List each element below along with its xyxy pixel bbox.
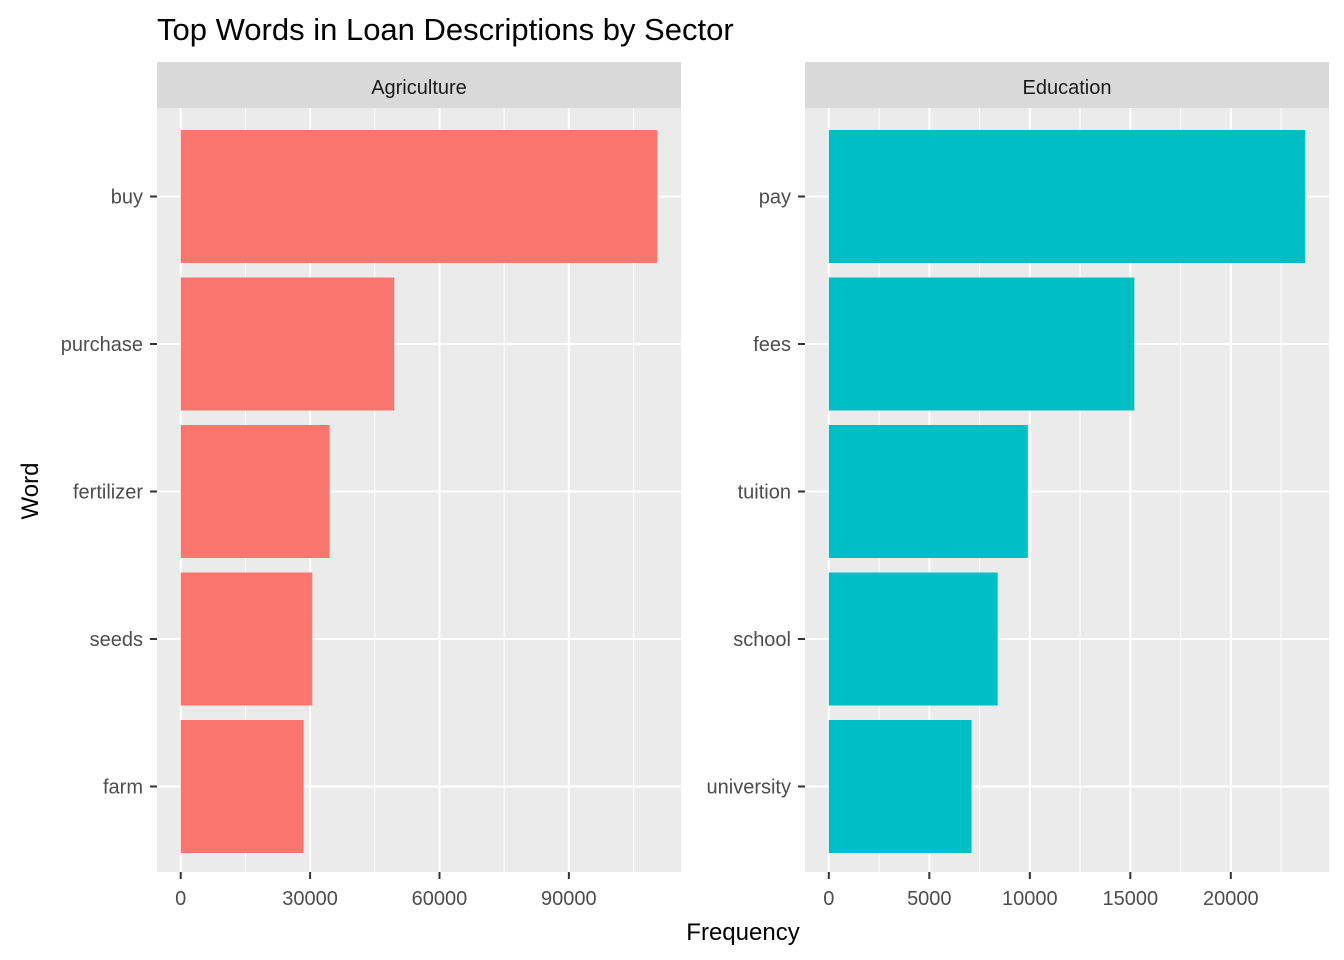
y-tick-label: buy [111,187,143,209]
y-tick-label: university [707,777,791,799]
bar-farm [180,720,304,853]
x-tick-label: 30000 [282,888,338,910]
facet-strip [805,62,1329,108]
y-tick-label: pay [759,187,791,209]
x-axis-title: Frequency [686,919,799,946]
bar-fees [828,277,1135,411]
facet-panels: Agriculture buy purchase fertilizer seeds far… [61,62,1329,910]
bar-school [828,572,998,706]
y-tick-label: school [733,629,791,651]
bar-purchase [180,277,395,411]
y-tick-label: purchase [61,334,143,356]
y-tick-label: tuition [738,482,791,504]
bar-university [828,720,972,853]
x-tick-label: 0 [175,888,186,910]
y-tick-label: fees [753,334,791,356]
x-tick-label: 10000 [1002,888,1058,910]
facet-panel-agriculture: Agriculture buy purchase fertilizer seeds far… [61,62,681,910]
bar-tuition [828,425,1028,558]
x-tick-label: 60000 [412,888,468,910]
x-tick-label: 20000 [1203,888,1259,910]
x-tick-label: 0 [823,888,834,910]
y-axis-title: Word [17,463,44,520]
x-tick-label: 5000 [907,888,952,910]
y-tick-label: seeds [90,629,143,651]
y-tick-label: fertilizer [73,482,143,504]
facet-strip-label: Agriculture [371,77,467,99]
y-tick-label: farm [103,777,143,799]
bar-seeds [180,572,313,706]
facet-strip-label: Education [1023,77,1112,99]
x-tick-label: 15000 [1103,888,1159,910]
bar-buy [180,130,658,263]
facet-strip [157,62,681,108]
chart-title: Top Words in Loan Descriptions by Sector [157,12,734,47]
bar-fertilizer [180,425,330,558]
bar-pay [828,130,1306,263]
x-tick-label: 90000 [541,888,597,910]
facet-panel-education: Education pay fees tuition school university 0… [707,62,1329,910]
